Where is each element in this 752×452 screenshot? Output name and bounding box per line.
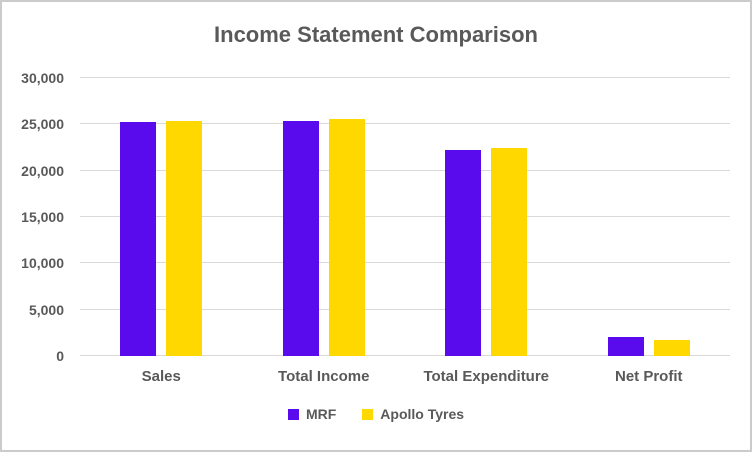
legend-item-apollo-tyres: Apollo Tyres — [362, 406, 464, 422]
y-tick-label-30,000: 30,000 — [21, 70, 64, 86]
gridline-5,000 — [80, 308, 730, 310]
bar-mrf-net-profit — [607, 336, 644, 356]
legend-item-mrf: MRF — [287, 406, 337, 422]
legend-swatch-mrf — [287, 408, 299, 420]
bar-mrf-total-expenditure — [445, 150, 482, 356]
chart-title: Income Statement Comparison — [214, 22, 538, 47]
y-tick-label-20,000: 20,000 — [21, 162, 64, 179]
bar-mrf-sales — [120, 122, 157, 356]
x-axis: Sales Total Income Total Expenditure Net Pr… — [80, 368, 730, 390]
bar-apollo-tyres-total-income — [328, 118, 365, 356]
y-tick-label-5,000: 5,000 — [28, 301, 64, 318]
gridline-20,000 — [80, 169, 730, 171]
legend-label-mrf: MRF — [305, 406, 337, 422]
x-tick-label-total-income: Total Income — [278, 368, 370, 385]
x-tick-label-sales: Sales — [141, 368, 181, 385]
gridline-10,000 — [80, 262, 730, 264]
legend-label-apollo-tyres: Apollo Tyres — [380, 406, 465, 422]
legend: MRF Apollo Tyres — [2, 406, 750, 422]
x-tick-label-net-profit: Net Profit — [615, 368, 683, 385]
y-tick-label-25,000: 25,000 — [21, 116, 64, 133]
gridline-15,000 — [80, 216, 730, 217]
gridline-0 — [80, 355, 730, 356]
plot-area — [80, 77, 730, 356]
y-tick-label-10,000: 10,000 — [21, 255, 64, 272]
y-tick-label-15,000: 15,000 — [21, 209, 64, 225]
x-tick-label-total-expenditure: Total Expenditure — [423, 368, 550, 385]
gridline-25,000 — [80, 123, 730, 125]
gridline-30,000 — [80, 77, 730, 78]
bar-apollo-tyres-total-expenditure — [491, 148, 528, 356]
bar-mrf-total-income — [282, 120, 319, 356]
y-tick-label-0: 0 — [56, 348, 64, 364]
bar-apollo-tyres-sales — [166, 120, 203, 356]
legend-swatch-apollo-tyres — [362, 408, 374, 420]
bar-apollo-tyres-net-profit — [653, 340, 690, 356]
y-axis: 0 5,000 10,000 15,000 20,000 25,000 30,000 — [2, 70, 72, 364]
